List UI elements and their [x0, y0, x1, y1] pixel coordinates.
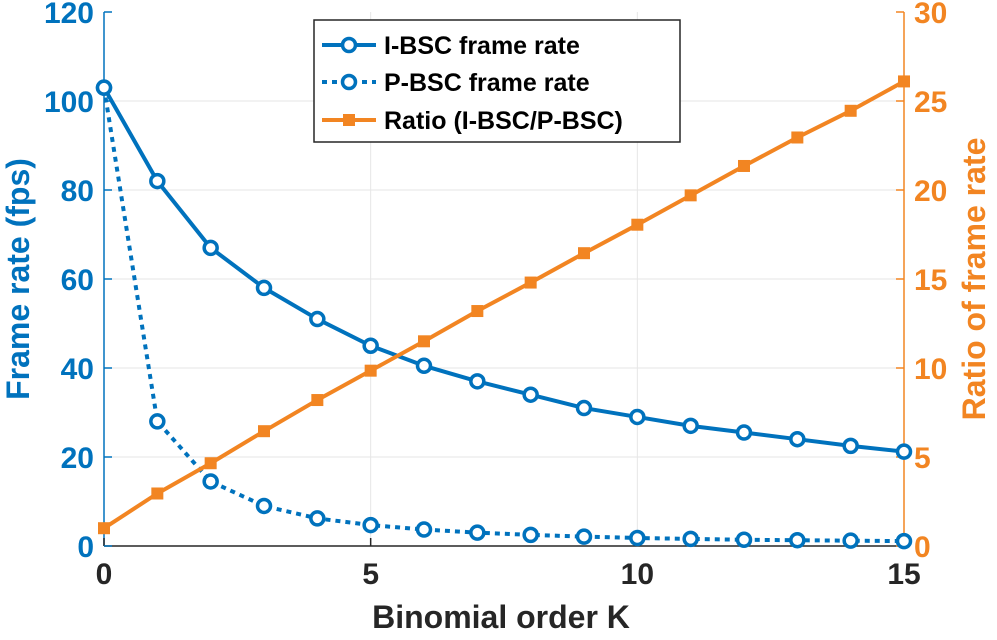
data-point-i-bsc-frame-rate — [309, 310, 326, 328]
data-point-ratio-i-bsc-p-bsc — [684, 189, 697, 202]
legend-marker-ratio — [343, 114, 355, 126]
data-point-p-bsc-frame-rate — [735, 531, 753, 549]
data-point-p-bsc-frame-rate — [255, 497, 273, 515]
data-point-i-bsc-frame-rate — [362, 337, 379, 354]
data-point-ratio-i-bsc-p-bsc — [364, 364, 377, 377]
x-tick-label: 10 — [621, 558, 654, 591]
series-line-i-bsc-frame-rate — [102, 86, 905, 454]
y-tick-label-right: 30 — [914, 0, 947, 30]
data-point-ratio-i-bsc-p-bsc — [418, 335, 430, 348]
data-point-i-bsc-frame-rate — [842, 437, 859, 455]
data-point-i-bsc-frame-rate — [895, 443, 913, 460]
data-point-ratio-i-bsc-p-bsc — [844, 104, 857, 117]
data-point-ratio-i-bsc-p-bsc — [311, 394, 324, 407]
x-tick-label: 15 — [887, 558, 920, 591]
data-point-ratio-i-bsc-p-bsc — [204, 457, 217, 470]
data-point-p-bsc-frame-rate — [415, 521, 433, 538]
data-point-ratio-i-bsc-p-bsc — [524, 276, 537, 289]
data-point-i-bsc-frame-rate — [735, 424, 753, 441]
data-point-p-bsc-frame-rate — [149, 413, 166, 430]
data-point-p-bsc-frame-rate — [362, 516, 379, 534]
y-tick-label-right: 15 — [914, 264, 947, 297]
data-point-p-bsc-frame-rate — [842, 532, 859, 549]
data-point-p-bsc-frame-rate — [682, 530, 699, 548]
legend-marker-i-bsc — [340, 36, 358, 54]
data-point-i-bsc-frame-rate — [575, 399, 593, 417]
data-point-p-bsc-frame-rate — [575, 528, 593, 545]
data-point-i-bsc-frame-rate — [682, 417, 699, 435]
data-point-ratio-i-bsc-p-bsc — [791, 131, 804, 144]
data-point-i-bsc-frame-rate — [789, 430, 806, 448]
data-point-i-bsc-frame-rate — [149, 172, 166, 190]
data-point-ratio-i-bsc-p-bsc — [471, 305, 484, 318]
x-tick-label: 5 — [362, 558, 379, 591]
series-layer — [95, 75, 913, 550]
y-tick-label-left: 20 — [61, 442, 94, 475]
data-point-p-bsc-frame-rate — [309, 510, 326, 527]
y-tick-label-right: 10 — [914, 353, 947, 386]
data-point-p-bsc-frame-rate — [469, 524, 486, 541]
y-tick-label-right: 5 — [914, 442, 931, 475]
data-point-p-bsc-frame-rate — [522, 526, 539, 544]
x-axis-title: Binomial order K — [372, 599, 630, 635]
data-point-ratio-i-bsc-p-bsc — [631, 218, 644, 231]
y-axis-title-left: Frame rate (fps) — [0, 158, 36, 400]
legend-label-p-bsc: P-BSC frame rate — [384, 69, 590, 97]
x-tick-label: 0 — [96, 558, 113, 591]
data-point-p-bsc-frame-rate — [202, 473, 219, 490]
data-point-i-bsc-frame-rate — [629, 408, 646, 426]
data-point-ratio-i-bsc-p-bsc — [151, 487, 164, 500]
y-tick-label-left: 0 — [77, 531, 94, 564]
data-point-p-bsc-frame-rate — [895, 532, 913, 550]
y-axis-title-right: Ratio of frame rate — [956, 138, 992, 421]
y-tick-label-right: 25 — [914, 86, 947, 119]
data-point-i-bsc-frame-rate — [255, 279, 273, 297]
legend-label-i-bsc: I-BSC frame rate — [384, 32, 580, 60]
y-tick-label-right: 20 — [914, 175, 947, 208]
legend-marker-p-bsc — [340, 73, 358, 91]
y-tick-label-left: 40 — [61, 353, 94, 386]
data-point-i-bsc-frame-rate — [469, 373, 486, 390]
data-point-ratio-i-bsc-p-bsc — [98, 522, 110, 535]
data-point-ratio-i-bsc-p-bsc — [898, 75, 910, 88]
y-tick-label-left: 60 — [61, 264, 94, 297]
data-point-i-bsc-frame-rate — [415, 357, 433, 375]
legend: I-BSC frame rate P-BSC frame rate Ratio … — [313, 19, 681, 143]
data-point-p-bsc-frame-rate — [789, 531, 806, 549]
y-tick-label-left: 100 — [44, 86, 94, 119]
data-point-i-bsc-frame-rate — [522, 386, 539, 403]
y-tick-label-right: 0 — [914, 531, 931, 564]
data-point-i-bsc-frame-rate — [202, 239, 219, 257]
data-point-ratio-i-bsc-p-bsc — [258, 425, 270, 438]
y-tick-label-left: 80 — [61, 175, 94, 208]
data-point-ratio-i-bsc-p-bsc — [578, 247, 590, 260]
data-point-ratio-i-bsc-p-bsc — [738, 159, 750, 172]
legend-label-ratio: Ratio (I-BSC/P-BSC) — [384, 107, 623, 135]
y-tick-label-left: 120 — [44, 0, 94, 30]
data-point-p-bsc-frame-rate — [629, 529, 646, 547]
series-line-ratio-i-bsc-p-bsc — [102, 79, 905, 530]
data-point-p-bsc-frame-rate — [95, 79, 113, 96]
